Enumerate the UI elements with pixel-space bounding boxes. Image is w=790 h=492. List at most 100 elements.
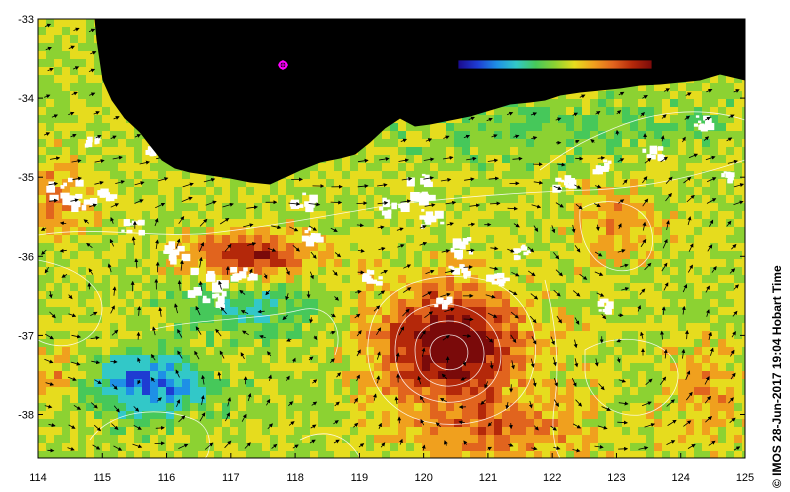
sst-cell [694, 331, 702, 339]
sst-cell [294, 427, 302, 435]
sst-cell [662, 123, 670, 131]
sst-cell [678, 307, 686, 315]
sst-cell [238, 419, 246, 427]
sst-cell [622, 131, 630, 139]
sst-cell [694, 283, 702, 291]
sst-cell [446, 163, 454, 171]
sst-cell [278, 427, 286, 435]
sst-cell [494, 355, 502, 363]
sst-cell [182, 275, 190, 283]
sst-cell [422, 243, 430, 251]
sst-cell [94, 419, 102, 427]
sst-cell [486, 403, 494, 411]
sst-cell [734, 339, 742, 347]
sst-cell [654, 363, 662, 371]
sst-cell [390, 275, 398, 283]
sst-cell [502, 139, 510, 147]
sst-cell [398, 339, 406, 347]
sst-cell [86, 163, 94, 171]
sst-cell [566, 395, 574, 403]
sst-cell [406, 355, 414, 363]
sst-cell [694, 427, 702, 435]
sst-cell [734, 107, 742, 115]
sst-cell [278, 419, 286, 427]
sst-cell [582, 235, 590, 243]
sst-cell [398, 443, 406, 451]
sst-cell [678, 427, 686, 435]
sst-cell [254, 435, 262, 443]
sst-cell [174, 211, 182, 219]
sst-cell [486, 339, 494, 347]
sst-cell [726, 203, 734, 211]
sst-cell [142, 179, 150, 187]
sst-cell [574, 243, 582, 251]
sst-cell [638, 91, 646, 99]
sst-cell [526, 347, 534, 355]
sst-cell [542, 187, 550, 195]
sst-cell [142, 251, 150, 259]
sst-cell [638, 435, 646, 443]
sst-cell [318, 451, 326, 458]
sst-cell [702, 307, 710, 315]
sst-cell [238, 331, 246, 339]
sst-cell [262, 435, 270, 443]
sst-cell [590, 115, 598, 123]
plot-area [38, 19, 745, 458]
sst-cell [662, 243, 670, 251]
sst-cell [638, 99, 646, 107]
sst-cell [342, 299, 350, 307]
sst-cell [246, 251, 254, 259]
sst-cell [630, 123, 638, 131]
sst-cell [582, 251, 590, 259]
sst-cell [310, 171, 318, 179]
sst-cell [46, 123, 54, 131]
sst-cell [46, 347, 54, 355]
sst-cell [542, 243, 550, 251]
sst-cell [382, 443, 390, 451]
sst-cell [214, 227, 222, 235]
sst-cell [134, 171, 142, 179]
sst-cell [38, 75, 46, 83]
sst-cell [158, 443, 166, 451]
sst-cell [502, 323, 510, 331]
sst-cell [718, 227, 726, 235]
sst-cell [70, 99, 78, 107]
sst-cell [126, 243, 134, 251]
sst-cell [366, 187, 374, 195]
sst-cell [654, 131, 662, 139]
sst-cell [222, 299, 230, 307]
sst-cell [590, 291, 598, 299]
sst-cell [206, 451, 214, 458]
sst-cell [398, 435, 406, 443]
sst-cell [310, 179, 318, 187]
sst-cell [222, 347, 230, 355]
sst-cell [446, 451, 454, 458]
sst-cell [366, 355, 374, 363]
sst-cell [350, 251, 358, 259]
sst-cell [182, 267, 190, 275]
sst-cell [198, 451, 206, 458]
sst-cell [390, 211, 398, 219]
sst-cell [710, 323, 718, 331]
sst-cell [726, 163, 734, 171]
sst-cell [486, 259, 494, 267]
sst-cell [398, 355, 406, 363]
sst-cell [438, 411, 446, 419]
sst-cell [38, 267, 46, 275]
sst-cell [62, 251, 70, 259]
sst-cell [54, 35, 62, 43]
sst-cell [198, 339, 206, 347]
sst-cell [726, 251, 734, 259]
sst-cell [518, 339, 526, 347]
sst-cell [70, 371, 78, 379]
sst-cell [430, 307, 438, 315]
sst-cell [358, 331, 366, 339]
sst-cell [318, 179, 326, 187]
sst-cell [742, 315, 745, 323]
sst-cell [502, 235, 510, 243]
sst-cell [734, 435, 742, 443]
sst-cell [278, 411, 286, 419]
sst-cell [230, 387, 238, 395]
sst-cell [470, 211, 478, 219]
no-data-pixel [177, 245, 185, 252]
